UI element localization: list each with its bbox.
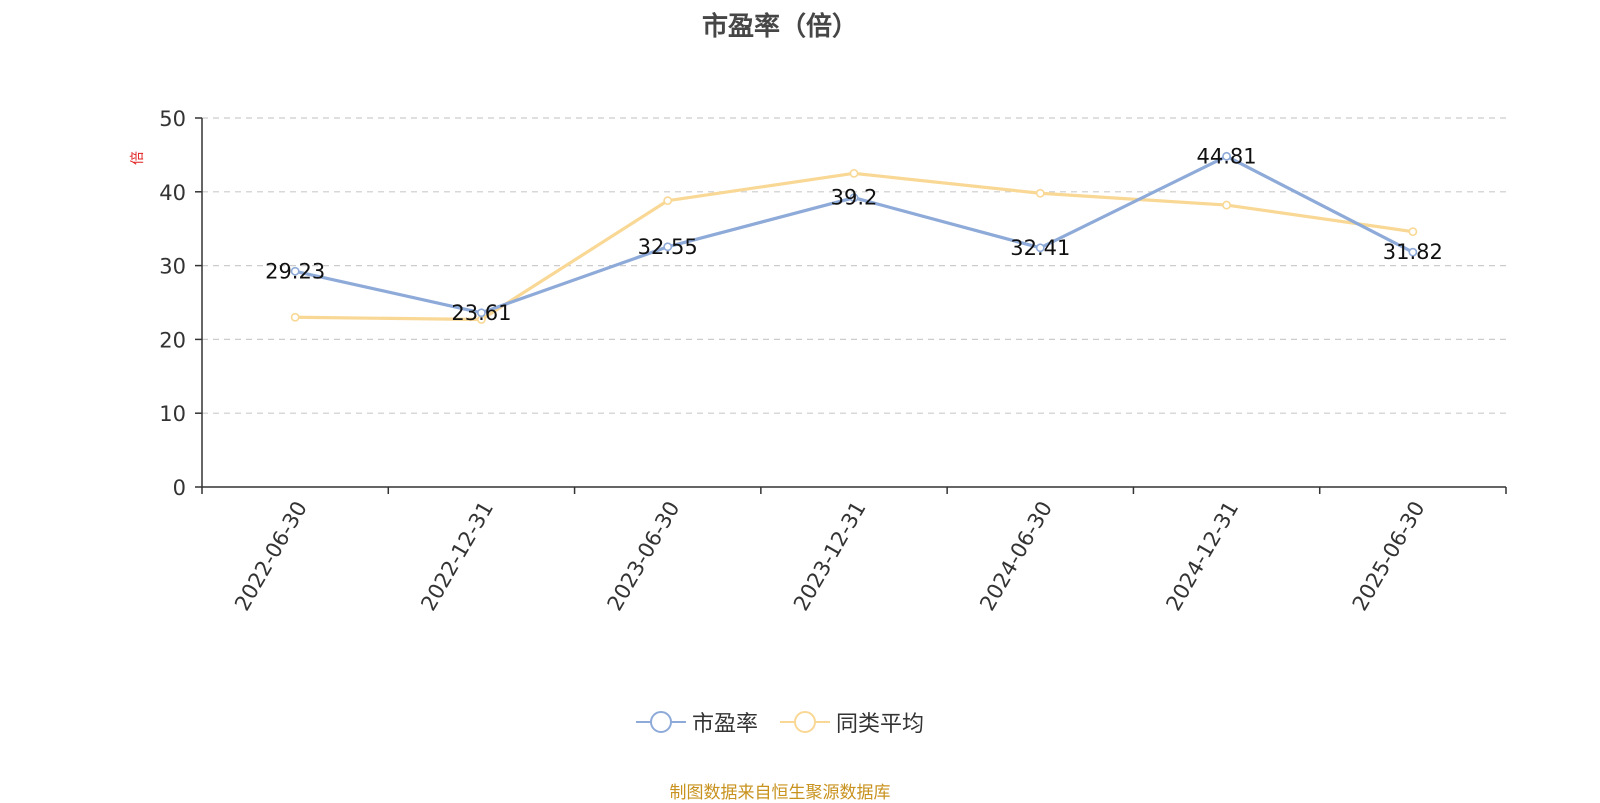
data-point	[849, 168, 859, 178]
grid-lines	[202, 117, 1506, 414]
series-line-0	[294, 154, 1414, 315]
data-label: 29.23	[265, 259, 325, 283]
series-lines	[290, 151, 1418, 324]
data-point	[290, 266, 300, 276]
data-label: 39.2	[831, 186, 878, 210]
legend-label: 同类平均	[836, 712, 925, 737]
x-tick-label: 2024-12-31	[1161, 497, 1243, 615]
legend-line-circle-icon	[780, 711, 830, 733]
legend: 市盈率 同类平均	[0, 706, 1560, 738]
data-point	[1222, 151, 1231, 161]
y-tick-label: 50	[159, 107, 186, 131]
data-label: 31.82	[1383, 240, 1443, 264]
data-point	[663, 242, 673, 252]
data-label: 32.55	[638, 235, 698, 259]
y-tick-label: 10	[159, 402, 186, 426]
data-point	[477, 308, 486, 318]
x-tick-label: 2022-12-31	[416, 497, 498, 615]
data-point	[290, 312, 300, 322]
data-point	[1408, 227, 1418, 237]
y-tick-label: 0	[173, 476, 186, 500]
data-label: 32.41	[1010, 236, 1070, 260]
data-point	[1222, 200, 1231, 210]
axes: 0 10 20 30 40 50 倍 2022-06-30 2022-12-31 2023-06-…	[130, 107, 1507, 615]
data-point	[1035, 243, 1045, 253]
x-tick-label: 2023-12-31	[789, 497, 871, 615]
x-tick-label: 2024-06-30	[975, 497, 1057, 615]
footer-source: 制图数据来自恒生聚源数据库	[669, 783, 891, 803]
y-tick-label: 40	[159, 181, 186, 205]
chart-title: 市盈率（倍）	[701, 12, 858, 42]
data-labels: 29.23 23.61 32.55 39.2 32.41 44.81 31.82	[265, 144, 1443, 324]
legend-item[interactable]: 同类平均	[780, 706, 924, 738]
legend-label: 市盈率	[691, 712, 758, 737]
data-label: 23.61	[451, 301, 511, 325]
data-point	[849, 193, 859, 203]
data-label: 44.81	[1197, 144, 1257, 168]
x-tick-label: 2023-06-30	[603, 497, 685, 615]
legend-item[interactable]: 市盈率	[635, 706, 758, 738]
y-tick-label: 30	[159, 255, 186, 279]
y-axis-label: 倍	[130, 151, 146, 165]
data-point	[1035, 188, 1045, 198]
legend-line-circle-icon	[635, 711, 686, 733]
data-point	[1408, 247, 1418, 257]
x-tick-label: 2022-06-30	[230, 497, 312, 615]
data-point	[663, 196, 673, 206]
y-tick-label: 20	[159, 328, 186, 352]
x-tick-label: 2025-06-30	[1348, 497, 1430, 615]
